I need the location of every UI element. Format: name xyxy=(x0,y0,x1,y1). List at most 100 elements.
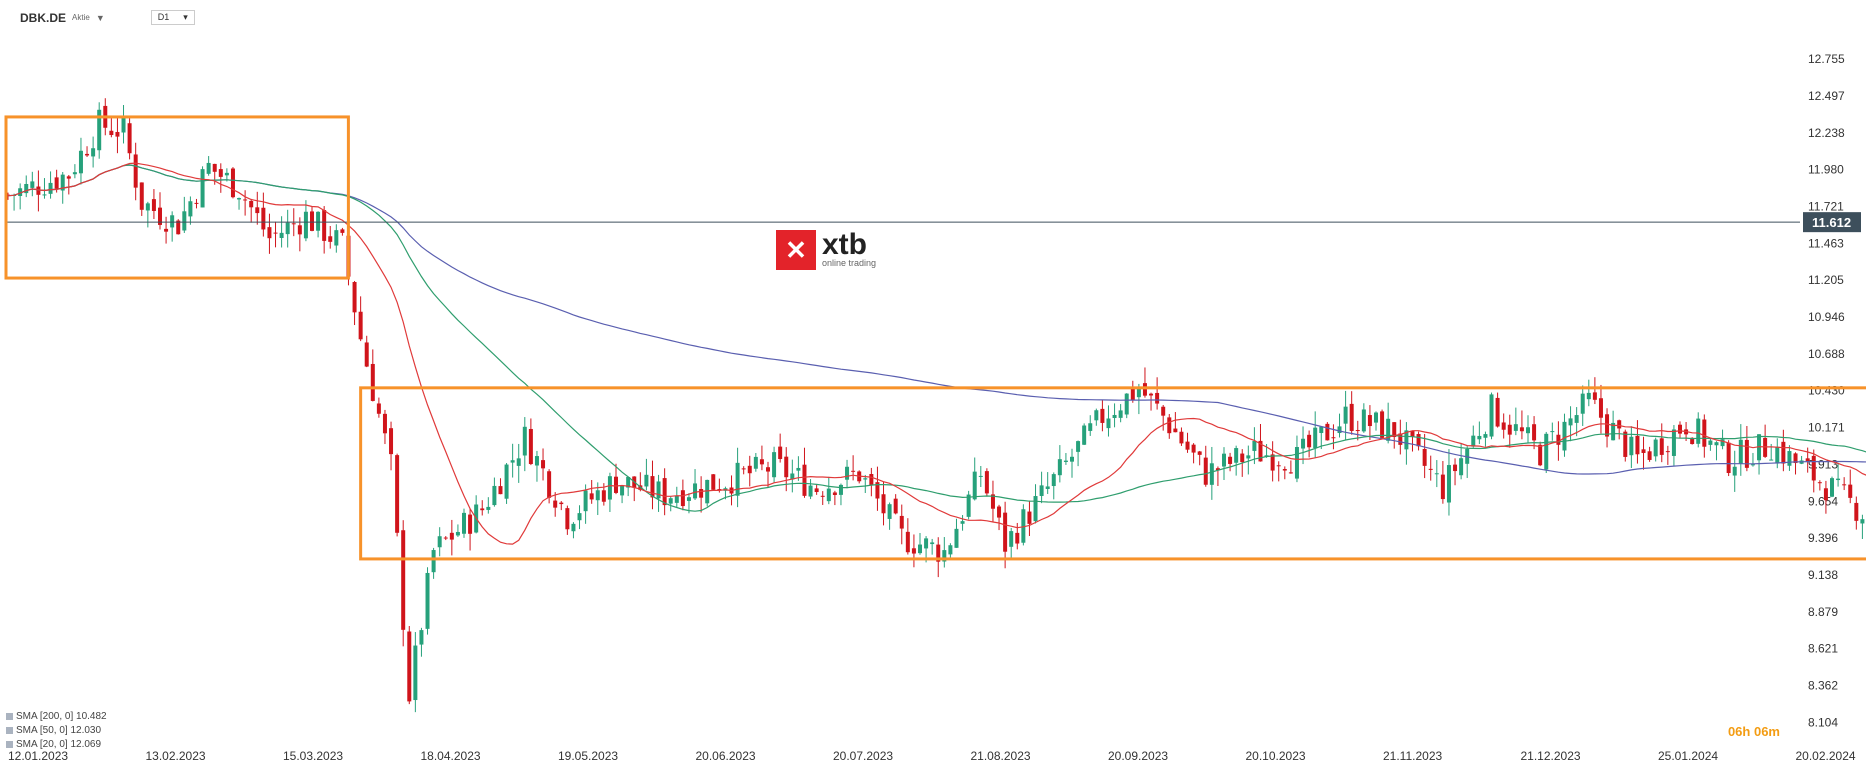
legend-item[interactable]: SMA [20, 0] 12.069 xyxy=(6,738,107,752)
candle-body xyxy=(790,473,795,480)
candle-body xyxy=(376,403,381,414)
legend-item[interactable]: SMA [50, 0] 12.030 xyxy=(6,724,107,738)
candle-body xyxy=(1823,488,1828,501)
candle-body xyxy=(559,502,564,505)
candle-body xyxy=(541,460,546,469)
candle-body xyxy=(1781,441,1786,464)
candle-body xyxy=(431,550,436,573)
indicator-settings-icon[interactable] xyxy=(6,726,13,734)
candle-body xyxy=(1708,440,1713,445)
candle-body xyxy=(1410,430,1415,437)
candle-body xyxy=(565,508,570,530)
candle-body xyxy=(78,150,83,174)
consolidation-box xyxy=(4,115,350,280)
candle-body xyxy=(1033,496,1038,522)
indicator-settings-icon[interactable] xyxy=(6,712,13,720)
xtb-logo: ✕ xtb online trading xyxy=(776,230,876,270)
candle-body xyxy=(528,428,533,465)
candle-body xyxy=(1714,442,1719,446)
candle-body xyxy=(334,230,339,246)
candle-body xyxy=(808,485,813,497)
symbol-label[interactable]: DBK.DE xyxy=(20,10,67,25)
candle-body xyxy=(601,490,606,502)
timeframe-select[interactable]: D1 ▾ xyxy=(150,10,195,25)
indicator-legend: SMA [200, 0] 10.482 SMA [50, 0] 12.030 S… xyxy=(6,710,107,752)
candle-body xyxy=(1398,433,1403,445)
candle-body xyxy=(1793,453,1798,464)
y-tick-label: 8.621 xyxy=(1808,642,1838,656)
candle-body xyxy=(48,182,53,194)
legend-item[interactable]: SMA [200, 0] 10.482 xyxy=(6,710,107,724)
candle-body xyxy=(905,531,910,553)
candle-body xyxy=(60,174,65,191)
candle-body xyxy=(1623,431,1628,457)
candle-body xyxy=(486,506,491,510)
candle-body xyxy=(1173,428,1178,433)
candle-body xyxy=(1678,424,1682,434)
candle-body xyxy=(984,471,989,494)
candle-body xyxy=(176,220,181,235)
candle-body xyxy=(1860,519,1865,524)
candle-body xyxy=(218,169,223,177)
candle-body xyxy=(547,471,552,498)
candle-body xyxy=(881,494,886,514)
y-tick-label: 10.688 xyxy=(1808,347,1845,361)
candle-body xyxy=(297,225,302,235)
candle-body xyxy=(1690,437,1695,445)
candle-body xyxy=(352,282,357,313)
candle-body xyxy=(1076,441,1081,452)
candle-body xyxy=(802,464,807,496)
candle-body xyxy=(91,148,96,157)
candle-body xyxy=(510,460,515,463)
candle-body xyxy=(869,474,874,486)
candle-body xyxy=(1136,388,1141,398)
candle-body xyxy=(1142,383,1147,396)
y-tick-label: 12.238 xyxy=(1808,126,1845,140)
y-tick-label: 8.104 xyxy=(1808,715,1838,729)
candle-body xyxy=(1453,464,1458,472)
chevron-down-icon[interactable]: ▼ xyxy=(95,12,105,23)
candle-body xyxy=(887,504,892,519)
y-tick-label: 8.362 xyxy=(1808,679,1838,693)
candle-body xyxy=(504,464,509,499)
candle-body xyxy=(1288,472,1293,474)
candle-body xyxy=(364,342,369,367)
candle-body xyxy=(97,109,102,151)
candle-body xyxy=(1197,451,1202,455)
candle-body xyxy=(1744,439,1749,468)
candle-body xyxy=(1647,451,1652,460)
candle-body xyxy=(1386,418,1391,441)
candle-body xyxy=(1422,448,1427,466)
candle-body xyxy=(522,426,527,456)
candle-body xyxy=(1118,410,1123,418)
candle-body xyxy=(753,456,758,469)
candle-body xyxy=(1240,453,1245,463)
candle-body xyxy=(1556,434,1561,445)
candle-body xyxy=(911,548,916,554)
candle-body xyxy=(747,465,752,474)
candle-body xyxy=(1854,502,1859,521)
indicator-settings-icon[interactable] xyxy=(6,740,13,748)
candle-body xyxy=(1787,451,1792,466)
candle-body xyxy=(1301,438,1306,449)
candle-body xyxy=(699,489,704,498)
candle-body xyxy=(1526,427,1530,434)
candle-body xyxy=(1726,442,1731,474)
x-tick-label: 21.08.2023 xyxy=(971,749,1031,763)
candle-body xyxy=(1234,448,1239,463)
candle-body xyxy=(1732,466,1737,476)
candle-body xyxy=(960,521,965,524)
candle-body xyxy=(1228,456,1233,464)
chart-header: DBK.DE Aktie ▼ D1 ▾ xyxy=(20,10,195,25)
candle-body xyxy=(1124,393,1129,415)
candle-body xyxy=(1477,435,1482,440)
candle-body xyxy=(1416,434,1421,447)
y-tick-label: 10.171 xyxy=(1808,421,1845,435)
y-tick-label: 11.721 xyxy=(1808,200,1844,214)
candle-body xyxy=(686,497,691,501)
candle-body xyxy=(626,477,631,488)
candle-body xyxy=(990,494,995,509)
candle-body xyxy=(875,482,880,499)
